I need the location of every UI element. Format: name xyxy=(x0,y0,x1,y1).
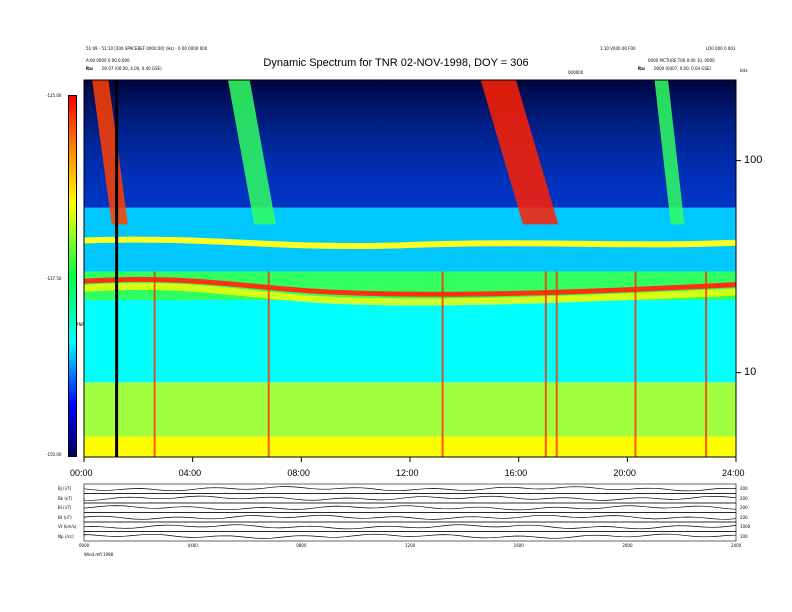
lower-x-tick-label: 0400 xyxy=(187,543,198,548)
time-marker-line xyxy=(115,80,119,457)
lower-x-tick-label: 0800 xyxy=(296,543,307,548)
header-ra-value-right: 0000 (0407, 0.00, 0.04 GSE) xyxy=(654,66,712,71)
lower-x-tick-label: 0000 xyxy=(79,543,90,548)
upper-emission-line xyxy=(84,236,736,249)
lower-panel-trace xyxy=(83,514,737,520)
x-tick-label: 08:00 xyxy=(287,468,310,478)
header-line-right-1: 1.10 V000 00 F00 xyxy=(600,46,636,51)
plasma-line xyxy=(84,276,736,297)
x-tick-label: 20:00 xyxy=(613,468,636,478)
spike-1 xyxy=(267,271,270,457)
lower-x-tick-label: 2000 xyxy=(622,543,633,548)
header-line-2: A:00 0000 0 00 0:000 xyxy=(86,58,130,63)
x-tick-label: 24:00 xyxy=(722,468,745,478)
lower-panel-label: Bl (nT) xyxy=(58,505,72,510)
lower-panel-label: Bj (nT) xyxy=(58,486,72,491)
colorbar-tick-top: -125.00 xyxy=(46,93,62,98)
colorbar-tick-mid: -137.50 xyxy=(46,276,62,281)
colorbar xyxy=(68,95,77,457)
chart-title: Dynamic Spectrum for TNR 02-NOV-1998, DO… xyxy=(263,57,529,69)
burst-3 xyxy=(654,80,685,225)
lower-panel-scale: 100 xyxy=(740,533,748,539)
footer-label: Wind.mfi 1998 xyxy=(84,552,114,557)
lower-panel-trace xyxy=(83,486,737,492)
header-unit-tag: kHz xyxy=(740,68,748,73)
lower-x-tick-label: 1600 xyxy=(513,543,524,548)
band-background xyxy=(84,436,736,457)
band-low xyxy=(84,382,736,437)
colorbar-label: TNR xyxy=(76,322,85,327)
lower-x-tick-label: 1200 xyxy=(405,543,416,548)
header-line-1: 51:09 - 51:10 [200 SPACEBEF 0000:00] (Hz… xyxy=(86,46,208,51)
colorbar-tick-bottom: -150.00 xyxy=(46,452,62,457)
lower-panel-trace xyxy=(83,505,737,511)
header-line-right-2: 0000 PICTURE T00 0:00 10, 0000 xyxy=(648,58,715,63)
lower-panel-trace xyxy=(83,495,737,501)
lower-panel-scale: 1000 xyxy=(740,524,751,529)
header-mid-tag: 000000 xyxy=(568,70,584,75)
header-tag-right: LO0 000 0.001 xyxy=(706,46,736,51)
spike-3 xyxy=(544,271,547,457)
burst-0 xyxy=(92,80,129,225)
lower-panel-frame xyxy=(83,502,737,513)
lower-panel-label: Np (/cc) xyxy=(58,533,74,539)
lower-panel-label: Bk (nT) xyxy=(58,495,73,501)
header-ra-label-left: Ra: xyxy=(86,66,94,71)
band-high-shade xyxy=(84,80,736,208)
band-mid xyxy=(84,300,736,383)
x-tick-label: 00:00 xyxy=(70,468,93,478)
y-tick-label: 100 xyxy=(744,153,763,166)
x-tick-label: 04:00 xyxy=(178,468,202,478)
lower-x-tick-label: 2400 xyxy=(731,543,742,548)
lower-panel-label: Vt (km/s) xyxy=(58,524,77,529)
spike-6 xyxy=(705,271,708,457)
header-ra-label-right: Ra: xyxy=(638,66,646,71)
lower-panel-scale: 200 xyxy=(740,486,748,491)
lower-panel-frame xyxy=(83,521,737,532)
burst-1 xyxy=(227,80,276,225)
spike-4 xyxy=(555,271,558,457)
burst-2 xyxy=(480,80,559,225)
lower-panel-trace xyxy=(83,524,737,530)
lower-panel-frame xyxy=(83,493,737,504)
lower-panel-scale: 200 xyxy=(740,495,748,501)
spike-2 xyxy=(441,271,444,457)
lower-panel-trace xyxy=(83,533,737,539)
x-tick-label: 16:00 xyxy=(504,468,528,478)
plasma-line-halo xyxy=(84,282,736,306)
lower-panel-scale: 200 xyxy=(740,505,748,510)
spike-0 xyxy=(153,271,156,457)
spike-5 xyxy=(634,271,637,457)
y-tick-label: 10 xyxy=(744,365,757,378)
lower-panel-scale: 200 xyxy=(740,514,748,520)
lower-panel-label: Bt (nT) xyxy=(58,514,72,520)
header-ra-value-left: 00.07 (00.00, 4.00, 0.40 GSE) xyxy=(102,66,162,71)
x-tick-label: 12:00 xyxy=(396,468,419,478)
